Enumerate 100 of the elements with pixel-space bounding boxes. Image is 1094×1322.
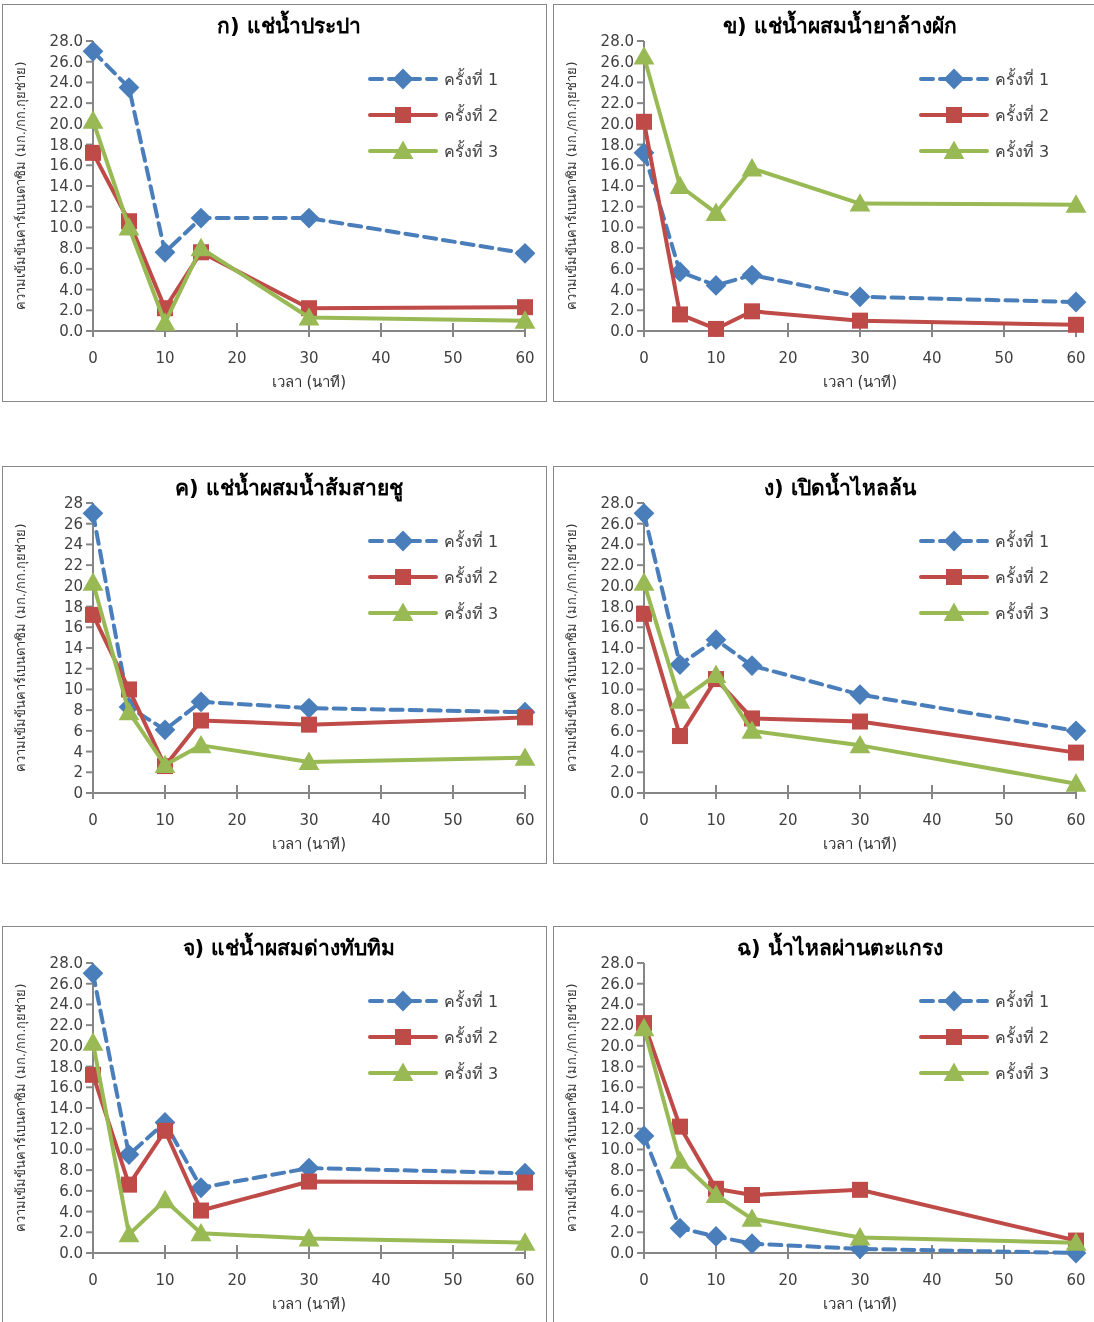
point bbox=[514, 242, 536, 264]
point bbox=[190, 207, 212, 229]
x-tick-label: 30 bbox=[299, 1271, 319, 1289]
y-tick-label: 2.0 bbox=[610, 763, 634, 782]
point bbox=[1065, 773, 1087, 792]
y-tick-label: 20.0 bbox=[49, 114, 83, 133]
y-tick-label: 18.0 bbox=[49, 1057, 83, 1076]
point bbox=[1065, 194, 1087, 213]
x-tick-label: 30 bbox=[850, 1271, 870, 1289]
point bbox=[154, 312, 176, 331]
y-tick-label: 18.0 bbox=[49, 135, 83, 154]
y-tick-label: 2.0 bbox=[59, 1223, 83, 1242]
y-tick-label: 28.0 bbox=[600, 954, 634, 972]
y-tick-label: 16.0 bbox=[600, 618, 634, 637]
x-tick-label: 0 bbox=[639, 349, 649, 367]
y-tick-label: 6.0 bbox=[610, 721, 634, 740]
point bbox=[741, 1208, 763, 1227]
y-tick-label: 14 bbox=[63, 639, 83, 657]
point bbox=[82, 962, 104, 984]
y-tick-label: 6.0 bbox=[610, 259, 634, 278]
point bbox=[849, 193, 871, 212]
y-tick-label: 2 bbox=[73, 763, 83, 782]
point bbox=[633, 1125, 655, 1147]
point bbox=[852, 713, 868, 730]
x-tick-label: 50 bbox=[443, 349, 463, 367]
point bbox=[118, 217, 140, 236]
point bbox=[672, 728, 688, 745]
x-tick-label: 0 bbox=[88, 349, 98, 367]
x-axis-title: เวลา (นาที) bbox=[822, 373, 898, 391]
point bbox=[517, 299, 533, 316]
y-axis-title: ความเข้มข้นคาร์เบนดาซิม (มก./กก.กุยช่าย) bbox=[13, 983, 29, 1233]
point bbox=[672, 1118, 688, 1135]
y-tick-label: 16.0 bbox=[600, 1078, 634, 1097]
point bbox=[705, 629, 727, 651]
y-tick-label: 18.0 bbox=[600, 1057, 634, 1076]
legend-label: ครั้งที่ 3 bbox=[995, 1062, 1050, 1083]
point bbox=[744, 303, 760, 320]
x-tick-label: 40 bbox=[371, 1271, 391, 1289]
legend-label: ครั้งที่ 2 bbox=[444, 566, 499, 587]
chart-title: ฉ) น้ำไหลผ่านตะแกรง bbox=[737, 932, 943, 960]
point bbox=[190, 1177, 212, 1199]
y-axis-title: ความเข้มข้นคาร์เบนดาซิม (มก./กก.กุยช่าย) bbox=[564, 983, 580, 1233]
x-tick-label: 10 bbox=[706, 811, 726, 829]
point bbox=[82, 572, 104, 591]
point bbox=[1065, 720, 1087, 742]
point bbox=[301, 1173, 317, 1190]
y-tick-label: 6 bbox=[73, 721, 83, 740]
y-tick-label: 14.0 bbox=[600, 177, 634, 195]
y-tick-label: 28.0 bbox=[600, 32, 634, 50]
y-tick-label: 8.0 bbox=[59, 239, 83, 258]
y-tick-label: 22.0 bbox=[600, 1016, 634, 1035]
x-tick-label: 30 bbox=[850, 811, 870, 829]
x-tick-label: 30 bbox=[299, 349, 319, 367]
x-axis-title: เวลา (นาที) bbox=[822, 1295, 898, 1313]
legend-label: ครั้งที่ 3 bbox=[444, 1062, 499, 1083]
y-tick-label: 26.0 bbox=[600, 514, 634, 533]
point bbox=[190, 691, 212, 713]
legend-label: ครั้งที่ 1 bbox=[444, 530, 499, 551]
x-tick-label: 40 bbox=[371, 811, 391, 829]
point bbox=[193, 712, 209, 729]
y-tick-label: 0.0 bbox=[610, 784, 634, 802]
x-tick-label: 50 bbox=[994, 811, 1014, 829]
y-tick-label: 12.0 bbox=[49, 1119, 83, 1138]
y-tick-label: 4.0 bbox=[59, 1202, 83, 1221]
point bbox=[514, 1232, 536, 1251]
point bbox=[705, 1184, 727, 1203]
x-tick-label: 20 bbox=[227, 349, 247, 367]
x-tick-label: 20 bbox=[778, 349, 798, 367]
point bbox=[669, 690, 691, 709]
x-tick-label: 20 bbox=[778, 811, 798, 829]
y-tick-label: 24.0 bbox=[49, 995, 83, 1014]
x-axis-title: เวลา (นาที) bbox=[822, 835, 898, 853]
point bbox=[633, 1017, 655, 1037]
chart-title: ง) เปิดน้ำไหลล้น bbox=[764, 472, 917, 500]
y-tick-label: 10.0 bbox=[600, 680, 634, 699]
y-tick-label: 4.0 bbox=[610, 1202, 634, 1221]
x-tick-label: 40 bbox=[922, 349, 942, 367]
point bbox=[849, 734, 871, 754]
y-tick-label: 10.0 bbox=[49, 1140, 83, 1159]
x-tick-label: 40 bbox=[922, 1271, 942, 1289]
point bbox=[741, 720, 763, 739]
y-tick-label: 18.0 bbox=[600, 135, 634, 154]
point bbox=[154, 719, 176, 741]
y-tick-label: 22.0 bbox=[600, 94, 634, 113]
y-tick-label: 10 bbox=[63, 680, 83, 699]
y-tick-label: 18 bbox=[63, 597, 83, 616]
y-tick-label: 8 bbox=[73, 701, 83, 720]
x-axis-title: เวลา (นาที) bbox=[271, 835, 347, 853]
y-tick-label: 0.0 bbox=[610, 1244, 634, 1262]
point bbox=[190, 1222, 212, 1242]
legend-label: ครั้งที่ 3 bbox=[444, 140, 499, 161]
point bbox=[118, 1144, 140, 1166]
x-tick-label: 20 bbox=[778, 1271, 798, 1289]
legend-label: ครั้งที่ 3 bbox=[995, 602, 1050, 623]
x-tick-label: 60 bbox=[1066, 1271, 1086, 1289]
y-tick-label: 20 bbox=[63, 576, 83, 595]
chart-title: จ) แช่น้ำผสมด่างทับทิม bbox=[182, 932, 396, 960]
x-tick-label: 10 bbox=[155, 349, 175, 367]
y-tick-label: 12.0 bbox=[600, 197, 634, 216]
legend-label: ครั้งที่ 2 bbox=[995, 1026, 1050, 1047]
